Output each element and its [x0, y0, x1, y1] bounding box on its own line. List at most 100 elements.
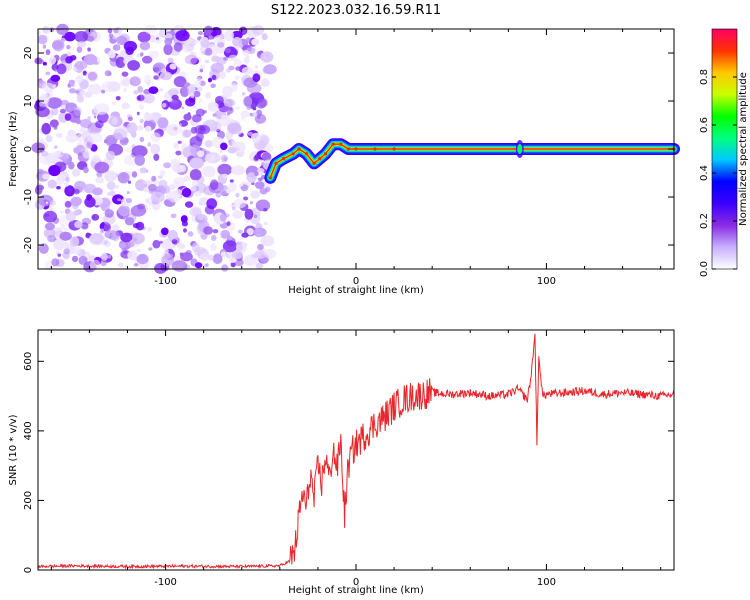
noise-speckle — [59, 214, 69, 227]
noise-speckle — [125, 147, 132, 153]
noise-speckle-layer — [31, 23, 277, 274]
noise-speckle — [263, 221, 268, 226]
noise-speckle — [209, 179, 219, 190]
noise-speckle — [35, 184, 45, 191]
signal-ridge-point — [354, 147, 358, 151]
noise-speckle — [236, 244, 244, 251]
noise-speckle — [49, 119, 59, 128]
noise-speckle — [255, 262, 264, 269]
noise-speckle — [257, 177, 263, 182]
noise-speckle — [243, 196, 249, 201]
noise-speckle — [60, 104, 66, 109]
noise-speckle — [45, 201, 49, 205]
noise-speckle — [51, 258, 60, 267]
noise-speckle — [83, 166, 89, 174]
noise-speckle — [184, 82, 191, 87]
spectrogram-ylabel: Frequency (Hz) — [8, 111, 19, 187]
noise-speckle — [149, 34, 156, 43]
noise-speckle — [76, 118, 82, 125]
noise-speckle — [262, 67, 269, 74]
colorbar-tick-label: 0.8 — [699, 69, 710, 85]
noise-speckle — [159, 88, 164, 92]
noise-speckle — [136, 111, 140, 116]
noise-speckle — [222, 240, 238, 253]
noise-speckle — [106, 181, 116, 191]
signal-ridge-point — [392, 147, 396, 151]
noise-speckle — [111, 230, 120, 242]
noise-speckle — [114, 185, 120, 189]
noise-speckle — [107, 50, 116, 59]
noise-speckle — [41, 122, 51, 135]
noise-speckle — [91, 154, 101, 163]
noise-speckle — [264, 186, 271, 193]
noise-speckle — [121, 71, 129, 77]
noise-speckle — [204, 59, 210, 64]
noise-speckle — [226, 221, 231, 227]
noise-speckle — [189, 157, 204, 169]
signal-ridge-point — [346, 147, 350, 151]
noise-speckle — [139, 118, 144, 124]
noise-speckle — [220, 229, 231, 239]
snr-xtick-label: 100 — [537, 577, 556, 588]
noise-speckle — [168, 88, 179, 97]
noise-speckle — [50, 200, 57, 206]
noise-speckle — [138, 104, 145, 110]
noise-speckle — [237, 229, 243, 234]
noise-speckle — [111, 101, 117, 106]
noise-speckle — [223, 56, 228, 61]
noise-speckle — [84, 91, 93, 98]
noise-speckle — [148, 184, 157, 192]
noise-speckle — [60, 210, 64, 214]
snr-xtick-label: -100 — [154, 577, 177, 588]
noise-speckle — [95, 176, 104, 184]
signal-ridge-point — [268, 176, 272, 180]
noise-speckle — [251, 38, 260, 46]
noise-speckle — [147, 142, 152, 147]
noise-speckle — [49, 56, 57, 65]
noise-speckle — [202, 165, 216, 178]
noise-speckle — [167, 57, 174, 64]
noise-speckle — [127, 241, 135, 248]
noise-speckle — [235, 106, 241, 110]
signal-ridge-point — [323, 152, 328, 156]
noise-speckle — [127, 250, 138, 261]
noise-speckle — [250, 190, 261, 199]
noise-speckle — [100, 228, 105, 233]
noise-speckle — [117, 262, 124, 268]
noise-speckle — [180, 215, 188, 223]
noise-speckle — [76, 133, 85, 142]
snr-panel: -100 0 100 0 200 400 600 Height of straight li… — [8, 329, 675, 596]
noise-speckle — [117, 172, 130, 184]
noise-speckle — [191, 179, 199, 187]
noise-speckle — [197, 30, 204, 36]
noise-speckle — [133, 90, 139, 95]
noise-speckle — [79, 126, 86, 133]
noise-speckle — [171, 99, 179, 105]
noise-speckle — [94, 161, 110, 174]
noise-speckle — [159, 240, 163, 244]
noise-speckle — [108, 33, 114, 38]
snr-ytick-label: 200 — [23, 491, 34, 510]
noise-speckle — [177, 140, 182, 144]
noise-speckle — [191, 242, 200, 253]
noise-speckle — [235, 45, 240, 51]
noise-speckle — [125, 198, 133, 203]
noise-speckle — [199, 98, 203, 103]
noise-speckle — [91, 213, 100, 221]
noise-speckle — [112, 44, 121, 51]
noise-speckle — [45, 49, 51, 56]
noise-speckle — [253, 228, 263, 238]
noise-speckle — [89, 259, 101, 271]
noise-speckle — [50, 111, 55, 116]
noise-speckle — [229, 107, 233, 111]
noise-speckle — [204, 153, 216, 164]
noise-speckle — [42, 173, 50, 180]
noise-speckle — [169, 184, 176, 190]
noise-speckle — [174, 189, 183, 195]
spectrogram-ytick-label: 0 — [23, 146, 34, 152]
noise-speckle — [66, 211, 76, 222]
noise-speckle — [41, 25, 51, 35]
noise-speckle — [160, 227, 169, 236]
